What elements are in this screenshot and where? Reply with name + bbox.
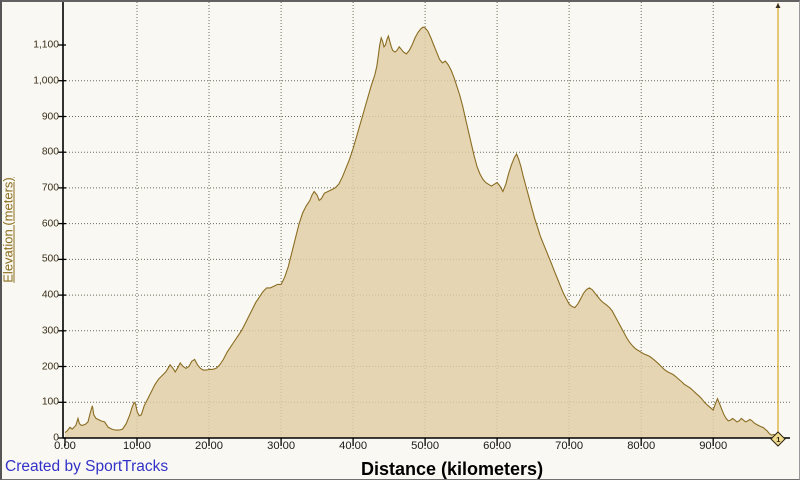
svg-text:1: 1 — [776, 435, 780, 444]
